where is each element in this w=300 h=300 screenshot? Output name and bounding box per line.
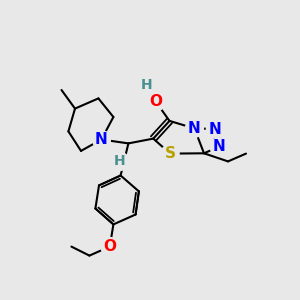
Text: H: H bbox=[114, 154, 126, 168]
Text: N: N bbox=[95, 132, 108, 147]
Text: N: N bbox=[213, 139, 225, 154]
Text: N: N bbox=[188, 121, 201, 136]
Text: O: O bbox=[103, 239, 116, 254]
Circle shape bbox=[210, 138, 228, 156]
Circle shape bbox=[111, 152, 129, 170]
Text: O: O bbox=[149, 94, 163, 110]
Circle shape bbox=[161, 145, 179, 163]
Text: S: S bbox=[165, 146, 176, 161]
Circle shape bbox=[206, 120, 224, 138]
Text: N: N bbox=[209, 122, 222, 136]
Circle shape bbox=[92, 130, 110, 148]
Circle shape bbox=[147, 93, 165, 111]
Circle shape bbox=[101, 238, 119, 256]
Circle shape bbox=[185, 119, 203, 137]
Circle shape bbox=[138, 76, 156, 94]
Text: H: H bbox=[141, 78, 153, 92]
